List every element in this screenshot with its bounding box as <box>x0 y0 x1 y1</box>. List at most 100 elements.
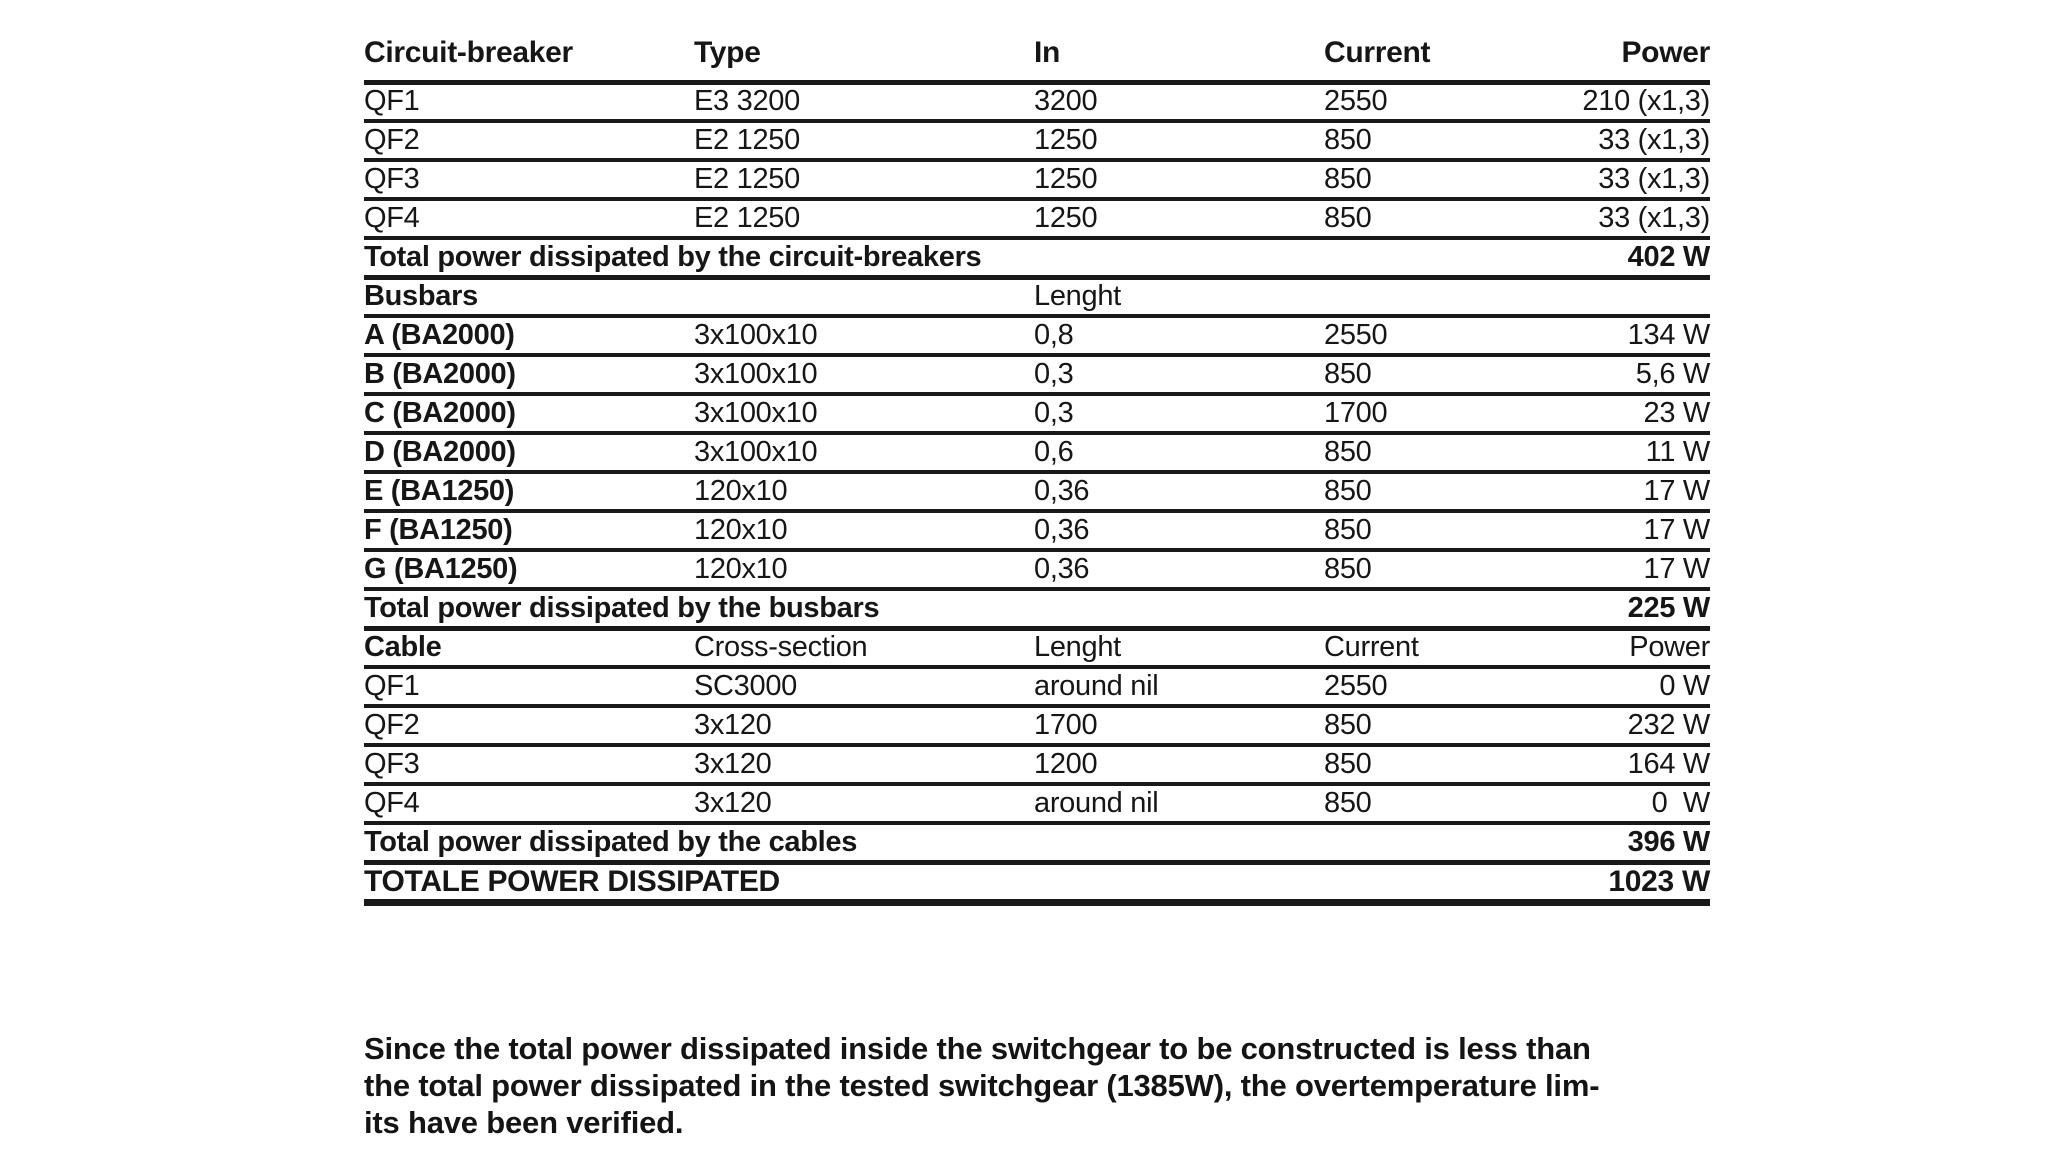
cell-cross-section: SC3000 <box>694 667 1034 708</box>
cell-in: 1250 <box>1034 121 1324 162</box>
total-circuit-breakers-row: Total power dissipated by the circuit-br… <box>364 238 1710 280</box>
cell-busbar: F (BA1250) <box>364 511 694 552</box>
cell-busbar: A (BA2000) <box>364 316 694 357</box>
table-row-qf3: QF3 E2 1250 1250 850 33 (x1,3) <box>364 160 1710 201</box>
cell-cross-section: 120x10 <box>694 550 1034 591</box>
cell-circuit-breaker: QF3 <box>364 160 694 201</box>
total-label: Total power dissipated by the cables <box>364 823 1535 865</box>
cell-cross-section: 3x120 <box>694 784 1034 825</box>
cell-current: 850 <box>1324 433 1535 474</box>
table-row-busbar-a: A (BA2000) 3x100x10 0,8 2550 134 W <box>364 316 1710 357</box>
cell-length: 0,36 <box>1034 511 1324 552</box>
table-row-qf4: QF4 E2 1250 1250 850 33 (x1,3) <box>364 199 1710 240</box>
cell-cross-section: 120x10 <box>694 511 1034 552</box>
empty-cell <box>694 277 1034 318</box>
cell-type: E2 1250 <box>694 121 1034 162</box>
cell-current: 850 <box>1324 784 1535 825</box>
col-header-cross-section: Cross-section <box>694 628 1034 669</box>
col-header-in: In <box>1034 34 1324 85</box>
col-header-circuit-breaker: Circuit-breaker <box>364 34 694 85</box>
col-header-power: Power <box>1535 34 1710 85</box>
cell-type: E3 3200 <box>694 82 1034 123</box>
cell-current: 850 <box>1324 511 1535 552</box>
note-line-3: its have been verified. <box>364 1105 684 1140</box>
cell-cross-section: 3x120 <box>694 706 1034 747</box>
cell-cross-section: 3x100x10 <box>694 433 1034 474</box>
cell-power: 232 W <box>1535 706 1710 747</box>
cell-in: 1250 <box>1034 199 1324 240</box>
col-header-length: Lenght <box>1034 277 1324 318</box>
table-row-busbar-f: F (BA1250) 120x10 0,36 850 17 W <box>364 511 1710 552</box>
cell-cable: QF3 <box>364 745 694 786</box>
cell-power: 0 W <box>1535 784 1710 825</box>
cell-cross-section: 3x100x10 <box>694 316 1034 357</box>
section-header-cable: Cable <box>364 628 694 669</box>
total-busbars-row: Total power dissipated by the busbars 22… <box>364 589 1710 631</box>
table-row-cable-qf3: QF3 3x120 1200 850 164 W <box>364 745 1710 786</box>
cell-cross-section: 3x100x10 <box>694 394 1034 435</box>
cell-power: 33 (x1,3) <box>1535 199 1710 240</box>
cell-length: 0,8 <box>1034 316 1324 357</box>
cell-busbar: C (BA2000) <box>364 394 694 435</box>
table-row-cable-qf4: QF4 3x120 around nil 850 0 W <box>364 784 1710 825</box>
cell-power: 17 W <box>1535 550 1710 591</box>
col-header-current: Current <box>1324 34 1535 85</box>
note-line-2: the total power dissipated in the tested… <box>364 1068 1600 1103</box>
cell-current: 850 <box>1324 160 1535 201</box>
cell-current: 850 <box>1324 121 1535 162</box>
cell-cross-section: 3x100x10 <box>694 355 1034 396</box>
cell-busbar: D (BA2000) <box>364 433 694 474</box>
cell-length: 1200 <box>1034 745 1324 786</box>
cell-length: around nil <box>1034 667 1324 708</box>
cell-in: 3200 <box>1034 82 1324 123</box>
cell-power: 23 W <box>1535 394 1710 435</box>
table-row-qf2: QF2 E2 1250 1250 850 33 (x1,3) <box>364 121 1710 162</box>
cell-current: 2550 <box>1324 316 1535 357</box>
empty-cell <box>1535 277 1710 318</box>
cell-in: 1250 <box>1034 160 1324 201</box>
cell-current: 1700 <box>1324 394 1535 435</box>
cell-current: 850 <box>1324 472 1535 513</box>
cell-cable: QF2 <box>364 706 694 747</box>
cell-length: around nil <box>1034 784 1324 825</box>
document-page: Circuit-breaker Type In Current Power QF… <box>364 34 1710 906</box>
cell-current: 850 <box>1324 355 1535 396</box>
cell-circuit-breaker: QF1 <box>364 82 694 123</box>
cable-header-row: Cable Cross-section Lenght Current Power <box>364 628 1710 669</box>
cell-current: 850 <box>1324 706 1535 747</box>
cell-busbar: B (BA2000) <box>364 355 694 396</box>
cell-power: 0 W <box>1535 667 1710 708</box>
col-header-length: Lenght <box>1034 628 1324 669</box>
total-cables-row: Total power dissipated by the cables 396… <box>364 823 1710 865</box>
col-header-current: Current <box>1324 628 1535 669</box>
cell-cable: QF4 <box>364 784 694 825</box>
cell-circuit-breaker: QF2 <box>364 121 694 162</box>
grand-total-value: 1023 W <box>1535 862 1710 906</box>
grand-total-label: TOTALE POWER DISSIPATED <box>364 862 1535 906</box>
power-dissipation-table: Circuit-breaker Type In Current Power QF… <box>364 34 1710 906</box>
cell-busbar: G (BA1250) <box>364 550 694 591</box>
cell-power: 33 (x1,3) <box>1535 160 1710 201</box>
table-row-busbar-g: G (BA1250) 120x10 0,36 850 17 W <box>364 550 1710 591</box>
cell-cable: QF1 <box>364 667 694 708</box>
cell-cross-section: 3x120 <box>694 745 1034 786</box>
col-header-type: Type <box>694 34 1034 85</box>
cell-power: 17 W <box>1535 472 1710 513</box>
cell-current: 850 <box>1324 550 1535 591</box>
cell-power: 210 (x1,3) <box>1535 82 1710 123</box>
total-label: Total power dissipated by the circuit-br… <box>364 238 1535 280</box>
table-header-row: Circuit-breaker Type In Current Power <box>364 34 1710 85</box>
section-header-busbars: Busbars <box>364 277 694 318</box>
cell-length: 0,36 <box>1034 472 1324 513</box>
cell-length: 0,6 <box>1034 433 1324 474</box>
cell-power: 17 W <box>1535 511 1710 552</box>
cell-power: 33 (x1,3) <box>1535 121 1710 162</box>
table-row-qf1: QF1 E3 3200 3200 2550 210 (x1,3) <box>364 82 1710 123</box>
cell-cross-section: 120x10 <box>694 472 1034 513</box>
cell-type: E2 1250 <box>694 160 1034 201</box>
table-row-busbar-e: E (BA1250) 120x10 0,36 850 17 W <box>364 472 1710 513</box>
cell-circuit-breaker: QF4 <box>364 199 694 240</box>
cell-current: 2550 <box>1324 82 1535 123</box>
total-value: 402 W <box>1535 238 1710 280</box>
empty-cell <box>1324 277 1535 318</box>
